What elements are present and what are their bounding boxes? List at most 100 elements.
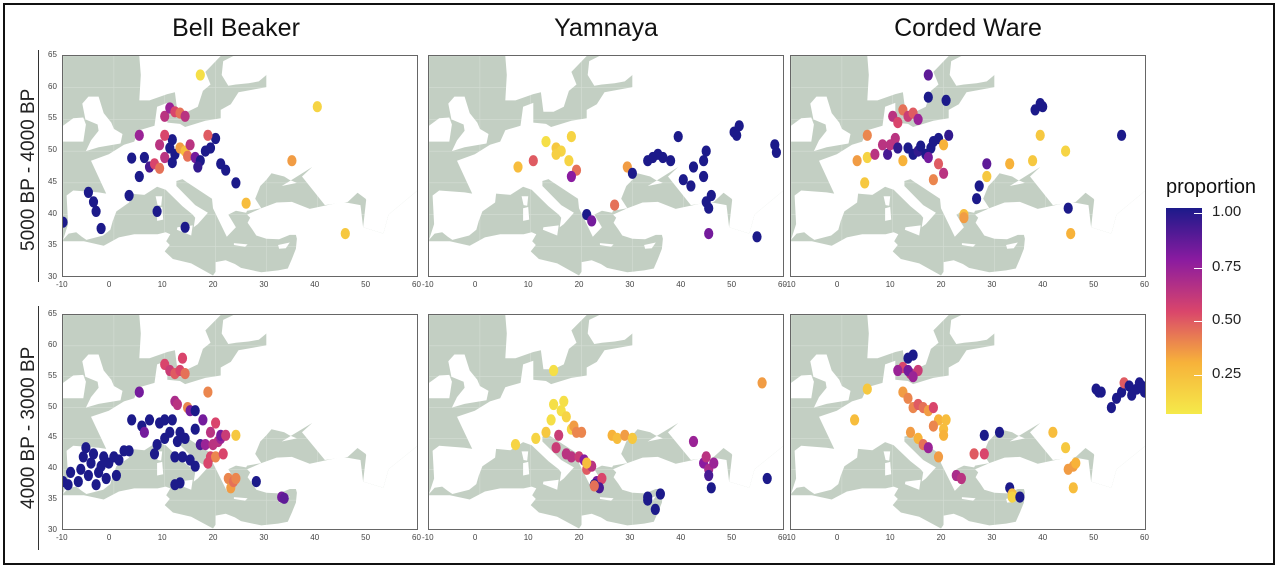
sample-point	[666, 155, 676, 167]
y-tick-label: 65	[48, 309, 57, 318]
legend-mark-1	[1194, 213, 1202, 214]
sample-point	[620, 429, 630, 441]
sample-point	[566, 131, 576, 143]
map-svg	[63, 315, 417, 529]
land-shape	[505, 56, 587, 112]
sample-point	[939, 167, 949, 179]
x-tick-label: 30	[987, 280, 997, 289]
sample-point	[1106, 402, 1116, 414]
sample-point	[190, 405, 200, 417]
sample-point	[203, 386, 213, 398]
sample-point	[704, 228, 714, 240]
land-shape	[82, 96, 123, 152]
sample-point	[933, 158, 944, 170]
y-tick-label: 35	[48, 240, 57, 250]
sample-point	[923, 442, 933, 454]
land-shape	[883, 451, 891, 461]
land-shape	[718, 179, 752, 221]
sample-point	[701, 145, 711, 157]
sample-point	[982, 170, 992, 183]
sample-point	[673, 131, 683, 143]
map-svg	[791, 56, 1145, 276]
sample-point	[177, 352, 188, 364]
sample-point	[528, 155, 538, 167]
sample-point	[956, 472, 966, 485]
sample-point	[211, 451, 221, 463]
land-shape	[1080, 179, 1114, 221]
x-tick-label: 40	[310, 533, 320, 542]
map-panel-yamnaya-row1	[428, 55, 784, 277]
land-shape	[791, 56, 1145, 240]
sample-point	[923, 91, 933, 103]
x-tick-label: 50	[361, 280, 371, 289]
sample-point	[549, 398, 559, 411]
land-shape	[904, 225, 921, 236]
land-shape	[587, 315, 638, 344]
x-tick-label: 50	[727, 280, 737, 289]
sample-point	[287, 155, 297, 167]
land-shape	[352, 179, 386, 221]
sample-point	[165, 426, 175, 438]
land-shape	[791, 315, 1145, 494]
sample-point	[149, 448, 160, 460]
land-shape	[448, 96, 489, 152]
sample-point	[862, 129, 872, 141]
sample-point	[1061, 145, 1071, 157]
sample-point	[134, 386, 144, 398]
sample-point	[944, 129, 954, 141]
sample-point	[144, 414, 155, 426]
sample-point	[582, 457, 592, 469]
land-shape	[961, 243, 976, 247]
sample-point	[972, 193, 982, 205]
x-tick-label: -10	[784, 280, 796, 289]
legend-mark-025	[1194, 375, 1202, 376]
sample-point	[860, 177, 870, 189]
sample-point	[941, 414, 951, 426]
land-shape	[867, 315, 949, 370]
map-panel-yamnaya-row2	[428, 314, 784, 530]
sample-point	[510, 439, 521, 451]
sample-point	[757, 377, 767, 389]
sample-point	[941, 94, 951, 106]
x-tick-label: 30	[259, 280, 269, 289]
land-shape	[949, 315, 1000, 344]
sample-point	[152, 205, 162, 217]
sample-point	[211, 132, 221, 145]
sample-point	[177, 451, 188, 463]
sample-point	[1096, 386, 1106, 398]
land-shape	[233, 243, 248, 247]
sample-point	[597, 472, 607, 485]
sample-point	[1061, 442, 1071, 454]
sample-point	[1071, 457, 1081, 469]
sample-point	[688, 435, 699, 448]
land-shape	[221, 56, 272, 86]
sample-point	[160, 110, 170, 122]
sample-point	[127, 152, 137, 164]
sample-point	[678, 174, 688, 186]
land-shape	[599, 497, 614, 501]
sample-point	[1117, 129, 1127, 141]
sample-point	[134, 170, 144, 183]
sample-point	[903, 392, 913, 404]
land-shape	[883, 196, 891, 206]
map-panel-bell-beaker-row2	[62, 314, 418, 530]
sample-point	[63, 216, 68, 228]
sample-point	[893, 142, 903, 154]
sample-point	[83, 469, 93, 482]
y-tick-label: 55	[48, 113, 57, 123]
land-shape	[429, 190, 783, 276]
x-tick-label: 20	[936, 280, 946, 289]
sample-point	[862, 383, 872, 395]
legend-mark-075	[1194, 268, 1202, 269]
sample-point	[124, 189, 134, 202]
sample-point	[551, 442, 561, 454]
y-tick-label: 60	[48, 339, 57, 349]
sample-point	[76, 463, 86, 475]
sample-point	[923, 69, 933, 81]
sample-point	[160, 414, 170, 426]
sample-point	[706, 189, 716, 202]
column-title-bell-beaker: Bell Beaker	[172, 14, 300, 42]
land-shape	[791, 190, 1145, 276]
sample-point	[211, 417, 221, 429]
x-tick-label: 10	[885, 280, 895, 289]
